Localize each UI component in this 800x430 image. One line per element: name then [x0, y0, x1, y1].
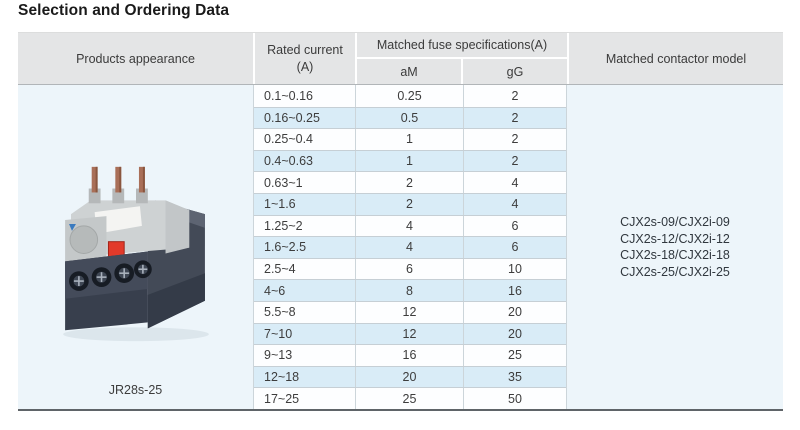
fuse-am-cell: 6 [355, 258, 463, 280]
header-products-appearance: Products appearance [76, 51, 195, 66]
table-row: 0.1~0.16 0.25 2 [254, 85, 566, 107]
table-body: JR28s-25 0.1~0.16 0.25 2 0.16~0.25 0.5 2 0.25~… [18, 85, 783, 411]
contactor-model-line: CJX2s-09/CJX2i-09 [620, 215, 730, 229]
header-rated-current: Rated current (A) [253, 33, 355, 84]
header-fuse-gg: gG [461, 59, 567, 84]
contactor-model-line: CJX2s-25/CJX2i-25 [620, 264, 730, 279]
relay-dial-marker [69, 223, 76, 231]
fuse-am-cell: 1 [355, 129, 463, 150]
table-row: 0.4~0.63 1 2 [254, 149, 566, 172]
table-row: 5.5~8 12 20 [254, 300, 566, 323]
fuse-am-cell: 1 [355, 150, 463, 172]
table-row: 1~1.6 2 4 [254, 192, 566, 215]
contactor-model-list: CJX2s-09/CJX2i-09 CJX2s-12/CJX2i-12 CJX2s-… [620, 214, 730, 280]
fuse-am-cell: 0.25 [355, 85, 463, 107]
fuse-am-cell: 8 [355, 280, 463, 301]
fuse-am-cell: 12 [355, 323, 463, 345]
table-row: 12~18 20 35 [254, 365, 566, 388]
fuse-gg-cell: 2 [463, 150, 566, 172]
relay-housing-edge [165, 200, 190, 254]
table-row: 9~13 16 25 [254, 344, 566, 366]
rated-current-cell: 1.25~2 [264, 218, 303, 233]
header-fuse-group: Matched fuse specifications(A) aM gG [355, 33, 567, 84]
product-model-label: JR28s-25 [108, 383, 163, 397]
table-header-row: Products appearance Rated current (A) Ma… [18, 33, 783, 85]
selection-ordering-table: Products appearance Rated current (A) Ma… [18, 32, 783, 411]
table-row: 4~6 8 16 [254, 279, 566, 301]
table-row: 1.25~2 4 6 [254, 214, 566, 237]
relay-body-side-lower [147, 273, 205, 329]
page-title: Selection and Ordering Data [18, 2, 230, 19]
product-photo [63, 166, 209, 342]
fuse-am-cell: 12 [355, 301, 463, 323]
fuse-am-cell: 16 [355, 345, 463, 366]
header-fuse-specifications: Matched fuse specifications(A) [357, 33, 567, 59]
fuse-am-cell: 4 [355, 215, 463, 237]
fuse-am-cell: 4 [355, 237, 463, 258]
fuse-gg-cell: 35 [463, 366, 566, 388]
rated-current-cell: 0.25~0.4 [264, 132, 314, 147]
fuse-gg-cell: 2 [463, 129, 566, 150]
relay-terminal-screws [69, 260, 152, 291]
header-rated-current-line1: Rated current [267, 42, 343, 57]
fuse-gg-cell: 4 [463, 172, 566, 193]
fuse-gg-cell: 25 [463, 345, 566, 366]
header-fuse-subrow: aM gG [357, 59, 567, 84]
rated-current-cell: 0.4~0.63 [264, 154, 314, 169]
table-row: 1.6~2.5 4 6 [254, 236, 566, 258]
rated-current-cell: 5.5~8 [264, 305, 296, 320]
rated-current-cell: 1~1.6 [264, 197, 296, 212]
table-row: 0.25~0.4 1 2 [254, 128, 566, 150]
fuse-gg-cell: 50 [463, 388, 566, 409]
fuse-gg-cell: 4 [463, 193, 566, 215]
product-shadow [63, 327, 209, 342]
rated-current-cell: 2.5~4 [264, 262, 296, 277]
rated-current-cell: 17~25 [264, 391, 300, 406]
header-fuse-am: aM [400, 64, 418, 79]
table-row: 17~25 25 50 [254, 387, 566, 409]
relay-dial [69, 225, 99, 254]
table-body-rows: 0.1~0.16 0.25 2 0.16~0.25 0.5 2 0.25~0.4 1 2 0.4~… [253, 85, 567, 409]
table-row: 2.5~4 6 10 [254, 257, 566, 280]
contactor-model-cell: CJX2s-09/CJX2i-09 CJX2s-12/CJX2i-12 CJX2s-… [567, 85, 783, 409]
rated-current-cell: 0.1~0.16 [264, 88, 314, 103]
fuse-gg-cell: 6 [463, 237, 566, 258]
table-row: 7~10 12 20 [254, 322, 566, 345]
products-appearance-cell: JR28s-25 [18, 85, 253, 409]
contactor-model-line: CJX2s-12/CJX2i-12 [620, 231, 730, 246]
fuse-gg-cell: 16 [463, 280, 566, 301]
rated-current-cell: 0.63~1 [264, 175, 303, 190]
table-row: 0.16~0.25 0.5 2 [254, 106, 566, 129]
fuse-gg-cell: 6 [463, 215, 566, 237]
fuse-am-cell: 25 [355, 388, 463, 409]
rated-current-cell: 1.6~2.5 [264, 240, 307, 255]
rated-current-cell: 12~18 [264, 370, 300, 385]
fuse-gg-cell: 2 [463, 85, 566, 107]
fuse-gg-cell: 20 [463, 301, 566, 323]
fuse-gg-cell: 10 [463, 258, 566, 280]
fuse-gg-cell: 20 [463, 323, 566, 345]
contactor-model-line: CJX2s-18/CJX2i-18 [620, 248, 730, 262]
fuse-am-cell: 2 [355, 193, 463, 215]
header-matched-contactor-model: Matched contactor model [567, 33, 783, 84]
rated-current-cell: 9~13 [264, 348, 293, 363]
relay-pins [88, 166, 148, 204]
fuse-am-cell: 20 [355, 366, 463, 388]
table-row: 0.63~1 2 4 [254, 171, 566, 193]
fuse-gg-cell: 2 [463, 107, 566, 129]
fuse-am-cell: 0.5 [355, 107, 463, 129]
rated-current-cell: 0.16~0.25 [264, 110, 320, 125]
rated-current-cell: 4~6 [264, 283, 286, 298]
header-rated-current-line2: (A) [296, 59, 314, 74]
fuse-am-cell: 2 [355, 172, 463, 193]
rated-current-cell: 7~10 [264, 326, 293, 341]
